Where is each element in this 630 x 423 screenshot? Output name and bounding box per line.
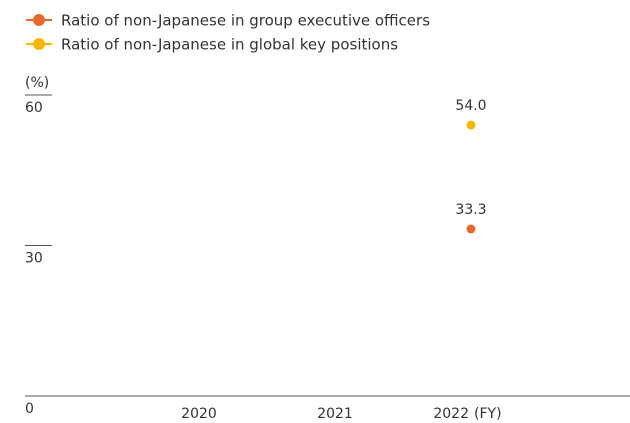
x-tick-label: 2022 (433, 406, 469, 422)
x-tick-label: 2021 (317, 406, 353, 422)
y-tick-label: 0 (25, 401, 34, 417)
y-tick-label: 60 (25, 100, 43, 116)
data-label: 33.3 (455, 202, 486, 218)
legend-label: Ratio of non-Japanese in group executive… (61, 12, 430, 30)
legend-label: Ratio of non-Japanese in global key posi… (61, 36, 398, 54)
y-tick-label: 30 (25, 251, 43, 267)
data-point (466, 224, 476, 234)
y-axis-label: (%) (25, 75, 49, 91)
data-label: 54.0 (455, 98, 486, 114)
data-point (466, 120, 476, 130)
x-axis-label: (FY) (474, 406, 502, 422)
legend-marker (33, 14, 45, 26)
legend-marker (33, 38, 45, 50)
x-tick-label: 2020 (181, 406, 217, 422)
